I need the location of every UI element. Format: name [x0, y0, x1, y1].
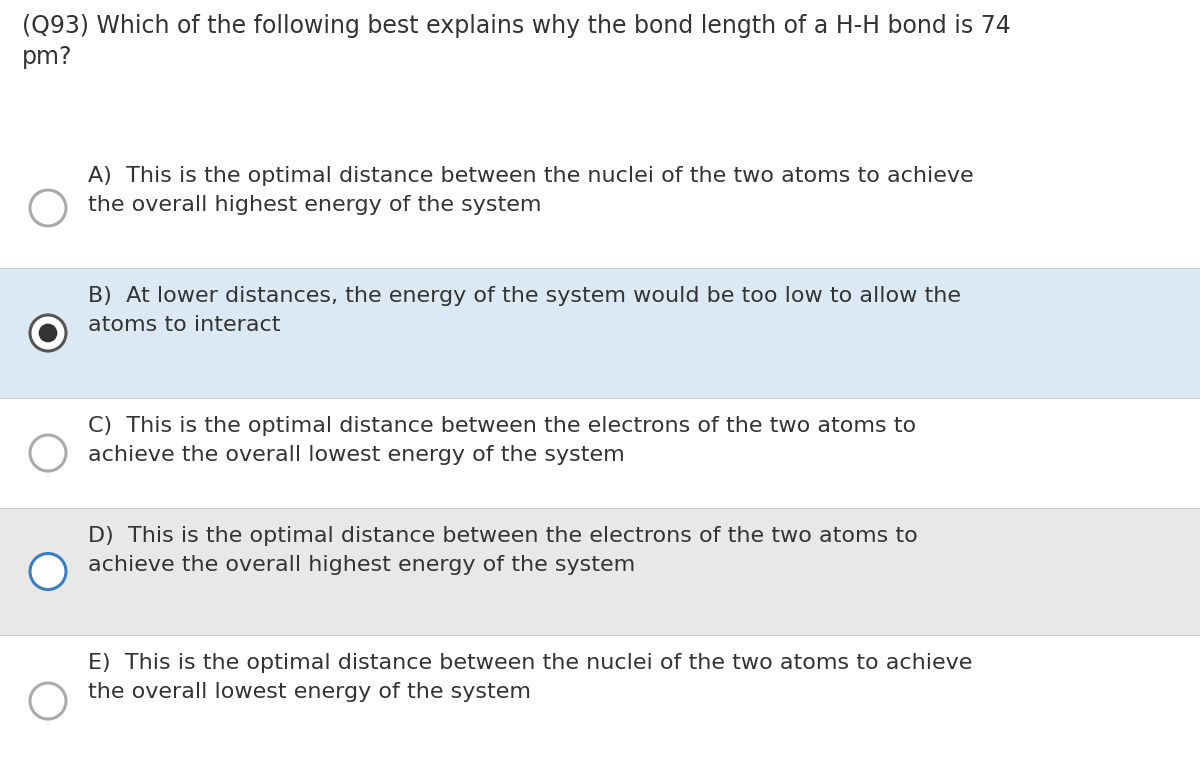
Text: C)  This is the optimal distance between the electrons of the two atoms to
achie: C) This is the optimal distance between …	[88, 416, 916, 465]
Circle shape	[30, 315, 66, 351]
Text: E)  This is the optimal distance between the nuclei of the two atoms to achieve
: E) This is the optimal distance between …	[88, 653, 972, 702]
Circle shape	[30, 190, 66, 226]
Text: A)  This is the optimal distance between the nuclei of the two atoms to achieve
: A) This is the optimal distance between …	[88, 166, 973, 215]
Circle shape	[30, 554, 66, 590]
Text: B)  At lower distances, the energy of the system would be too low to allow the
a: B) At lower distances, the energy of the…	[88, 286, 961, 335]
Circle shape	[30, 683, 66, 719]
Bar	[0, 268, 1200, 398]
Bar	[0, 508, 1200, 635]
Text: D)  This is the optimal distance between the electrons of the two atoms to
achie: D) This is the optimal distance between …	[88, 526, 918, 574]
Text: (Q93) Which of the following best explains why the bond length of a H-H bond is : (Q93) Which of the following best explai…	[22, 14, 1010, 69]
Circle shape	[30, 435, 66, 471]
Circle shape	[38, 324, 58, 342]
